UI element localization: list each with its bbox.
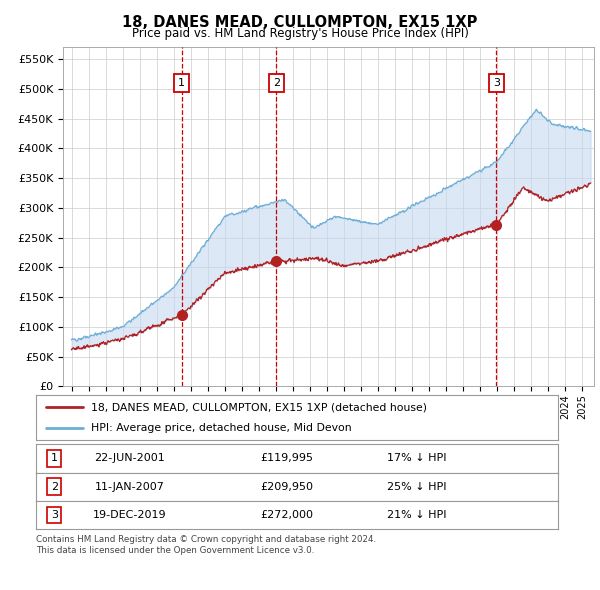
Text: 22-JUN-2001: 22-JUN-2001 [95, 454, 166, 463]
Text: £119,995: £119,995 [260, 454, 313, 463]
Text: 11-JAN-2007: 11-JAN-2007 [95, 482, 165, 491]
Text: 3: 3 [51, 510, 58, 520]
Text: £209,950: £209,950 [260, 482, 313, 491]
Text: 3: 3 [493, 78, 500, 88]
Text: 21% ↓ HPI: 21% ↓ HPI [388, 510, 447, 520]
Text: Contains HM Land Registry data © Crown copyright and database right 2024.
This d: Contains HM Land Registry data © Crown c… [36, 535, 376, 555]
Text: 18, DANES MEAD, CULLOMPTON, EX15 1XP: 18, DANES MEAD, CULLOMPTON, EX15 1XP [122, 15, 478, 30]
Text: £272,000: £272,000 [260, 510, 313, 520]
Text: 2: 2 [51, 482, 58, 491]
Text: HPI: Average price, detached house, Mid Devon: HPI: Average price, detached house, Mid … [91, 422, 352, 432]
Text: 18, DANES MEAD, CULLOMPTON, EX15 1XP (detached house): 18, DANES MEAD, CULLOMPTON, EX15 1XP (de… [91, 402, 427, 412]
Text: 2: 2 [272, 78, 280, 88]
Text: 1: 1 [178, 78, 185, 88]
Text: Price paid vs. HM Land Registry's House Price Index (HPI): Price paid vs. HM Land Registry's House … [131, 27, 469, 40]
Text: 25% ↓ HPI: 25% ↓ HPI [388, 482, 447, 491]
Text: 1: 1 [51, 454, 58, 463]
Text: 19-DEC-2019: 19-DEC-2019 [93, 510, 167, 520]
Text: 17% ↓ HPI: 17% ↓ HPI [388, 454, 447, 463]
